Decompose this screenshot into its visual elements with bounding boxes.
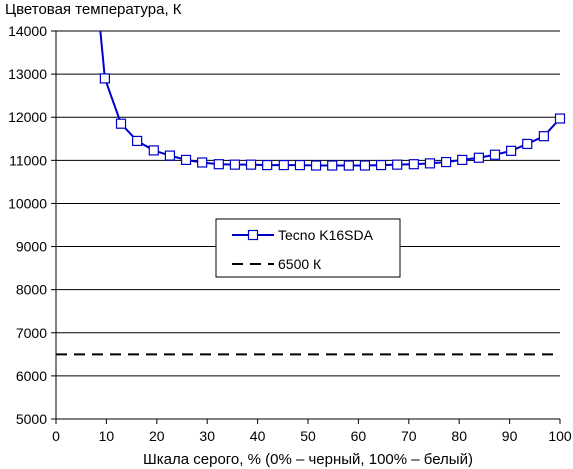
data-point-0	[99, 73, 110, 84]
x-tick-label-80: 80	[451, 428, 467, 444]
x-tick-label-50: 50	[300, 428, 316, 444]
data-point-19	[408, 159, 419, 170]
data-point-17	[375, 159, 387, 171]
data-point-11	[278, 159, 289, 171]
x-axis-title: Шкала серого, % (0% – черный, 100% – бел…	[143, 451, 473, 468]
data-point-24	[489, 149, 501, 160]
y-tick-label-11000: 11000	[9, 152, 47, 168]
data-point-2	[132, 135, 143, 147]
data-point-20	[424, 158, 436, 169]
x-tick-label-90: 90	[502, 428, 518, 444]
data-point-3	[148, 145, 159, 156]
y-tick-label-10000: 10000	[8, 195, 47, 211]
data-point-25	[506, 145, 517, 156]
y-axis-title: Цветовая температура, К	[5, 1, 182, 18]
data-point-21	[440, 156, 452, 168]
series-line-tecno	[99, 30, 561, 167]
series-layer	[56, 30, 566, 356]
y-tick-label-14000: 14000	[8, 23, 47, 39]
data-point-13	[310, 160, 322, 171]
data-point-14	[327, 160, 338, 171]
data-point-6	[197, 157, 208, 168]
y-tick-label-9000: 9000	[16, 239, 47, 255]
x-tick-label-30: 30	[199, 428, 215, 444]
data-point-15	[343, 160, 354, 171]
data-point-9	[245, 159, 257, 170]
x-tick-label-60: 60	[351, 428, 367, 444]
data-point-4	[164, 150, 176, 161]
data-point-7	[213, 159, 224, 170]
x-tick-label-20: 20	[149, 428, 165, 444]
data-point-1	[115, 118, 127, 129]
y-tick-labels: 5000 6000 7000 8000 9000 10000 11000 12000 13000…	[8, 23, 56, 427]
x-tick-label-70: 70	[401, 428, 417, 444]
x-tick-label-40: 40	[250, 428, 266, 444]
x-tick-label-10: 10	[99, 428, 115, 444]
y-tick-label-6000: 6000	[16, 368, 47, 384]
x-tick-label-100: 100	[548, 428, 572, 444]
data-point-12	[294, 159, 306, 171]
legend-box	[215, 218, 401, 278]
grid-lines	[56, 30, 560, 377]
data-point-16	[359, 160, 371, 171]
data-point-26	[522, 138, 533, 150]
data-point-28	[554, 113, 566, 124]
y-tick-label-12000: 12000	[8, 109, 47, 125]
y-tick-label-8000: 8000	[16, 282, 47, 298]
data-point-27	[538, 131, 549, 142]
data-point-5	[180, 154, 192, 166]
data-point-22	[457, 154, 468, 166]
data-point-8	[229, 159, 241, 170]
y-tick-label-7000: 7000	[16, 325, 47, 341]
data-point-23	[473, 152, 484, 163]
x-tick-labels: 0 10 20 30 40 50 60 70 80 90 100	[52, 419, 572, 444]
legend: Tecno K16SDA 6500 К	[215, 218, 401, 278]
y-tick-label-5000: 5000	[16, 411, 47, 427]
legend-label-tecno: Tecno K16SDA	[278, 227, 374, 243]
data-point-10	[262, 159, 273, 171]
x-tick-label-0: 0	[52, 428, 60, 444]
data-point-18	[392, 159, 403, 170]
legend-label-6500k: 6500 К	[278, 256, 322, 272]
y-tick-label-13000: 13000	[8, 66, 47, 82]
legend-marker-tecno	[247, 229, 259, 241]
